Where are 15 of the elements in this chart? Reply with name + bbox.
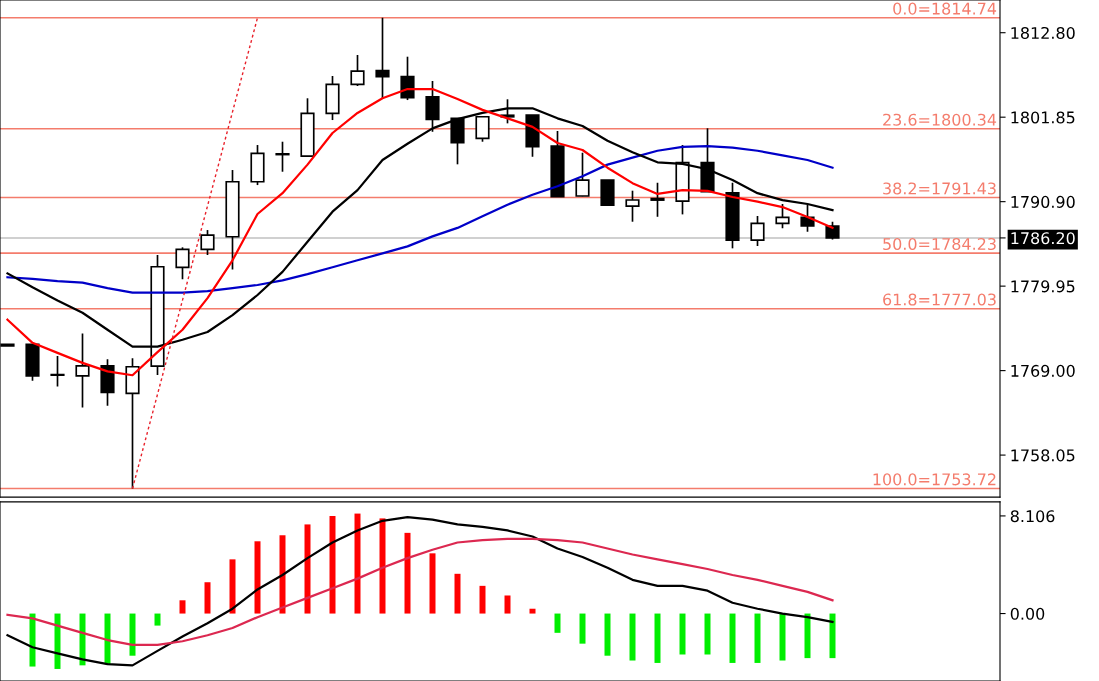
y-tick-label: 1812.80 bbox=[1011, 26, 1075, 40]
y-tick-label: 1801.85 bbox=[1011, 111, 1075, 124]
y-tick-label: 1786.20 bbox=[1011, 232, 1075, 245]
y-tick-label: 1769.00 bbox=[1011, 364, 1075, 377]
y-tick-label: 8.106 bbox=[1010, 510, 1055, 523]
y-tick-label: 1779.95 bbox=[1011, 280, 1075, 293]
y-tick-label: 1790.90 bbox=[1011, 195, 1075, 208]
ref-line-label: 23.6=1800.34 bbox=[883, 113, 997, 126]
y-tick-label: 0.00 bbox=[1010, 607, 1045, 620]
ref-line-label: 61.8=1777.03 bbox=[883, 293, 996, 306]
ref-line-label: 50.0=1784.23 bbox=[883, 237, 996, 251]
ref-line-label: 100.0=1753.72 bbox=[873, 473, 996, 486]
ref-line-label: 38.2=1791.43 bbox=[883, 182, 996, 195]
ref-line-label: 0.0=1814.74 bbox=[893, 2, 997, 15]
y-tick-label: 1758.05 bbox=[1011, 449, 1075, 462]
